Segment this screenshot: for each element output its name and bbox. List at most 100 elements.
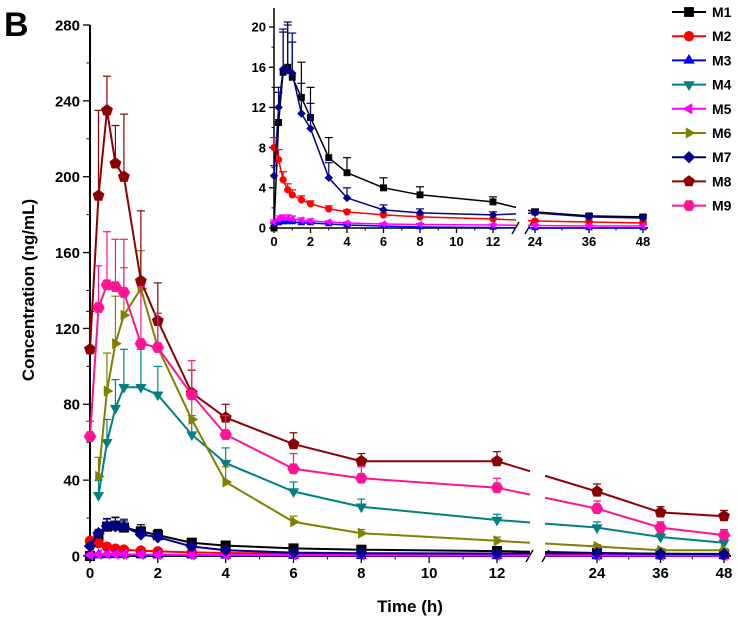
- data-point-m5: [117, 548, 128, 560]
- data-point-m9: [490, 482, 504, 494]
- data-point-m7: [490, 547, 504, 560]
- data-point-m4: [92, 492, 105, 502]
- data-point-m6: [120, 309, 131, 321]
- data-point-m1: [275, 119, 283, 126]
- series-line: [496, 518, 531, 524]
- data-point-m8: [117, 170, 130, 182]
- data-point-m2: [274, 156, 283, 164]
- data-point-m4: [118, 383, 130, 394]
- inset-series-m1: [270, 21, 647, 232]
- data-point-m7: [530, 208, 540, 218]
- data-point-m5: [530, 221, 538, 230]
- legend-label: M4: [712, 77, 732, 93]
- legend-marker: [684, 7, 694, 17]
- data-point-m4: [355, 503, 367, 514]
- inset-x-tick-label: 48: [636, 234, 650, 249]
- data-point-m6: [493, 535, 504, 547]
- data-point-m4: [220, 459, 232, 470]
- data-point-m4: [591, 524, 603, 535]
- data-point-m5: [83, 549, 94, 561]
- data-point-m7: [274, 103, 283, 112]
- inset-y-tick-label: 16: [252, 60, 266, 75]
- data-point-m7: [117, 520, 131, 534]
- data-point-m7: [306, 124, 315, 133]
- data-point-m8: [718, 509, 730, 522]
- legend-item-m3: M3: [672, 52, 732, 68]
- data-point-m4: [491, 516, 503, 527]
- legend-item-m7: M7: [672, 149, 732, 165]
- data-point-m9: [287, 463, 300, 475]
- data-point-m2: [306, 200, 315, 208]
- data-point-m7: [83, 539, 97, 553]
- inset-series-m5: [269, 214, 647, 230]
- data-point-m7: [415, 208, 425, 218]
- data-point-m8: [355, 454, 368, 467]
- data-point-m6: [103, 385, 114, 397]
- data-point-m7: [151, 530, 165, 544]
- legend-item-m9: M9: [672, 198, 732, 214]
- data-point-m6: [358, 527, 368, 539]
- x-tick-label: 24: [589, 565, 606, 582]
- series-m4: [92, 348, 730, 550]
- series-line: [496, 550, 531, 553]
- data-point-m5: [287, 215, 295, 223]
- legend-marker: [683, 31, 695, 42]
- data-point-m5: [185, 549, 196, 561]
- y-tick-label: 160: [55, 245, 80, 262]
- data-point-m8: [92, 189, 105, 201]
- legend-item-m5: M5: [672, 101, 732, 117]
- data-point-m7: [185, 540, 199, 553]
- data-point-m7: [717, 547, 731, 561]
- data-point-m8: [84, 342, 96, 355]
- data-point-m7: [324, 173, 334, 183]
- data-point-m5: [342, 219, 350, 227]
- legend-marker: [682, 200, 696, 211]
- data-point-m7: [638, 213, 648, 223]
- data-point-m4: [101, 438, 113, 449]
- data-point-m1: [380, 184, 387, 192]
- data-point-m7: [654, 547, 667, 561]
- data-point-m7: [287, 68, 297, 78]
- x-tick-label: 48: [716, 565, 733, 582]
- data-point-m5: [134, 548, 145, 561]
- inset-series-m7: [269, 24, 648, 223]
- data-point-m1: [325, 154, 333, 162]
- data-point-m2: [325, 205, 333, 213]
- inset-x-tick-label: 6: [380, 234, 387, 249]
- data-point-m7: [287, 546, 300, 559]
- data-point-m8: [109, 157, 122, 169]
- legend-marker: [682, 150, 696, 164]
- data-point-m2: [288, 191, 296, 199]
- data-point-m5: [305, 217, 313, 225]
- inset-y-tick-label: 12: [252, 100, 266, 115]
- x-tick-label: 4: [221, 565, 230, 582]
- data-point-m4: [135, 383, 147, 394]
- series-line: [89, 110, 497, 463]
- legend-item-m1: M1: [672, 4, 732, 20]
- data-point-m1: [343, 169, 351, 177]
- data-point-m5: [638, 222, 646, 230]
- data-point-m9: [355, 472, 368, 484]
- data-point-m4: [186, 431, 198, 442]
- legend-marker: [682, 103, 693, 115]
- legend-marker: [685, 127, 696, 139]
- data-point-m4: [152, 391, 164, 402]
- data-point-m5: [415, 220, 423, 229]
- data-point-m6: [222, 476, 233, 488]
- inset-y-tick-label: 8: [259, 140, 266, 155]
- data-point-m8: [591, 485, 603, 497]
- data-point-m8: [491, 454, 503, 467]
- series-line: [273, 68, 494, 216]
- data-point-m9: [92, 302, 105, 314]
- data-point-m6: [188, 413, 199, 426]
- inset-y-tick-label: 20: [252, 20, 266, 35]
- legend-label: M1: [712, 4, 732, 20]
- data-point-m7: [269, 171, 279, 181]
- data-point-m7: [584, 212, 594, 222]
- data-point-m4: [654, 533, 667, 544]
- legend-marker: [683, 53, 695, 64]
- legend-item-m6: M6: [672, 125, 732, 141]
